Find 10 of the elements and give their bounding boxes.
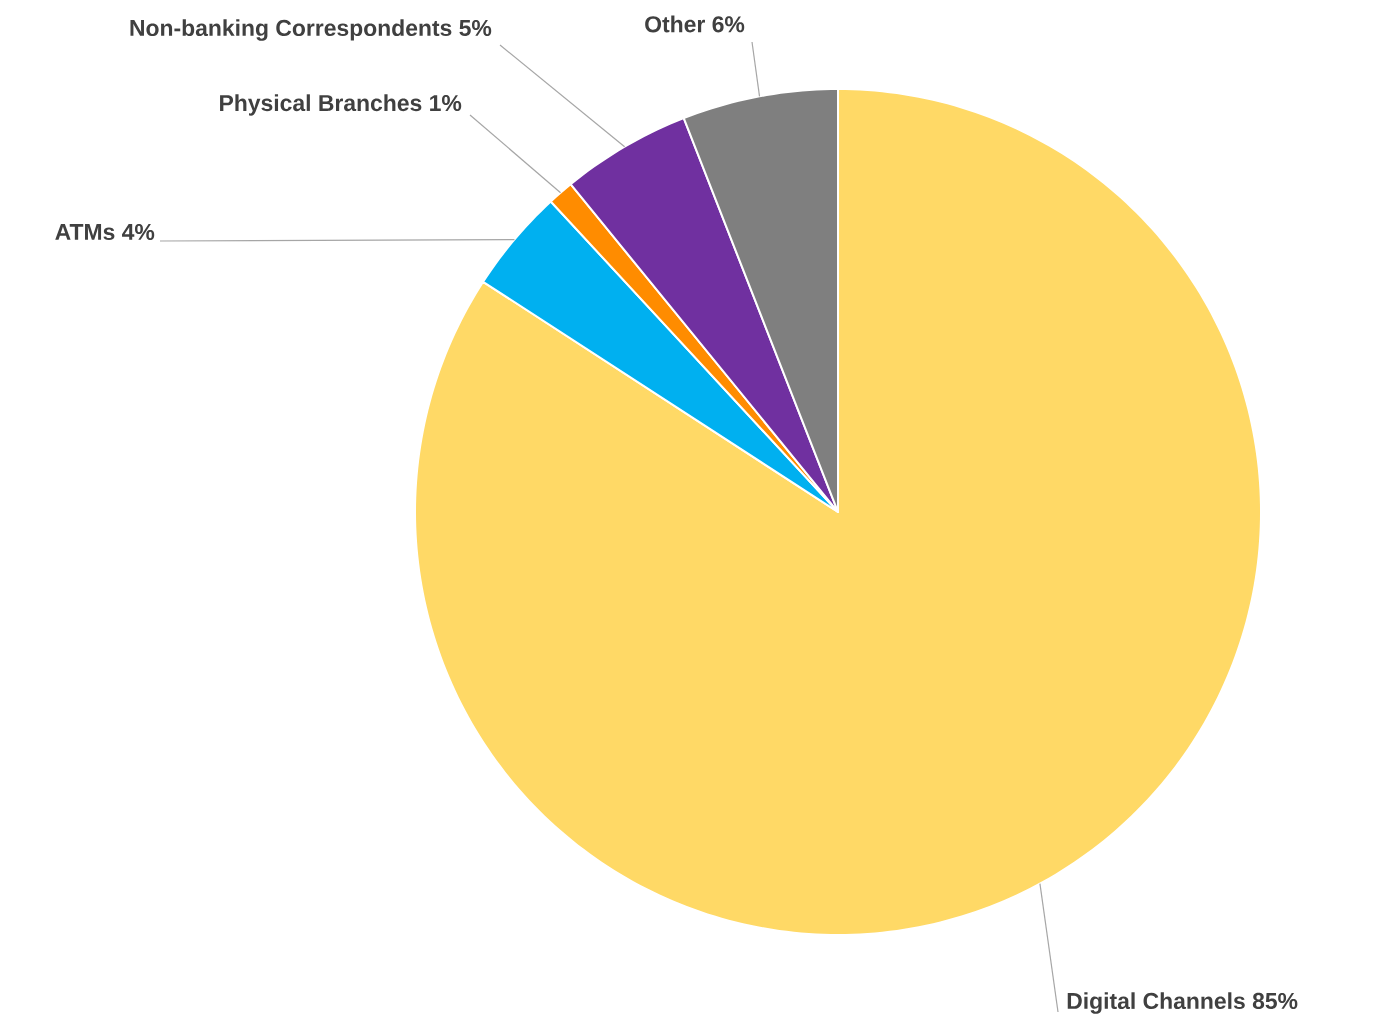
- slice-label: Non-banking Correspondents: [130, 19, 452, 41]
- data-label: 6%: [712, 16, 745, 33]
- slice-label: Physical Branches: [220, 94, 422, 116]
- slice-label: Other: [645, 15, 705, 33]
- data-label: 5%: [459, 19, 492, 37]
- data-label: 85%: [1252, 992, 1298, 1010]
- slice-label: Digital Channels: [1067, 992, 1245, 1014]
- data-label: 1%: [430, 94, 462, 112]
- slice-label: ATMs: [55, 224, 115, 241]
- data-label: 4%: [122, 223, 155, 241]
